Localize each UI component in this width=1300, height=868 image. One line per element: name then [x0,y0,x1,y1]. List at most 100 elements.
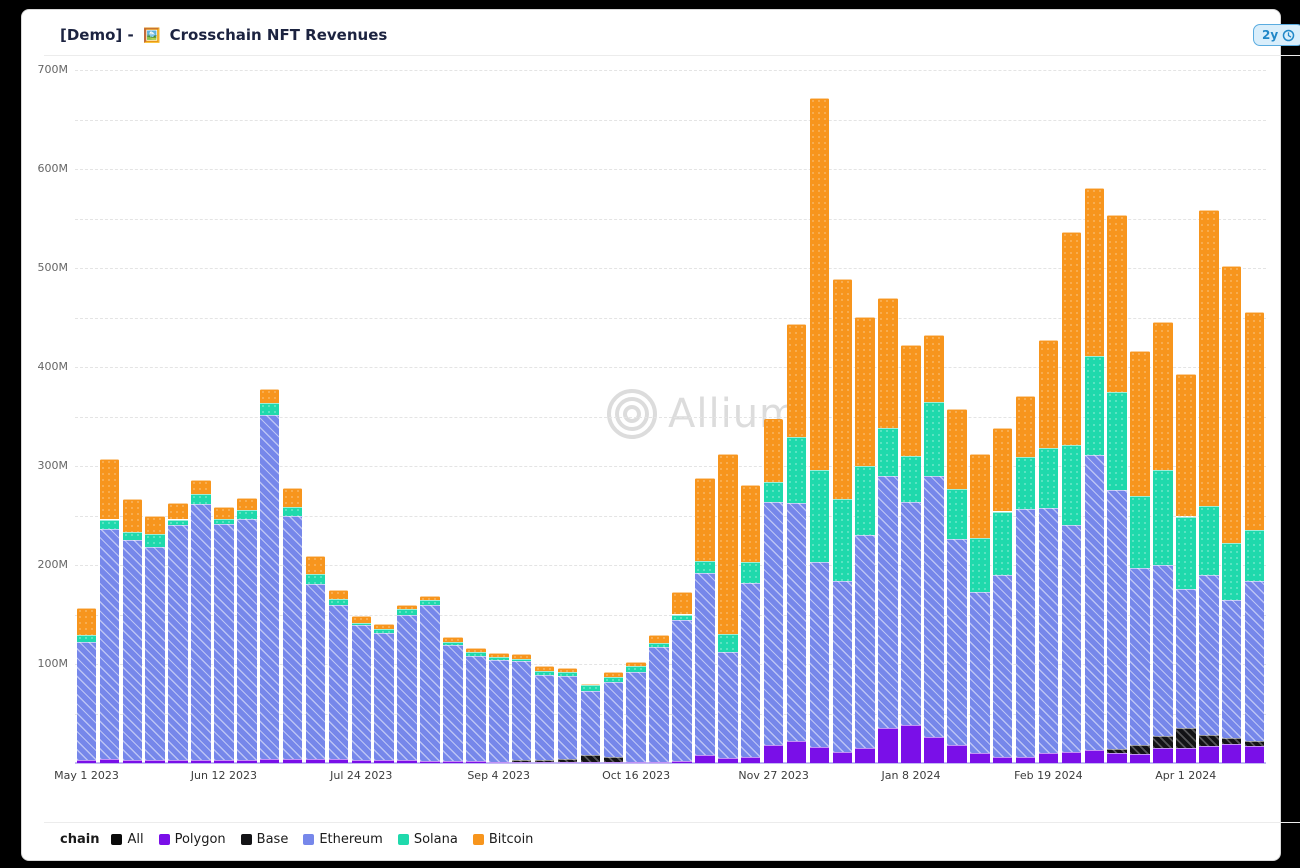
bar-segment-bitcoin[interactable] [603,671,623,677]
bar-week[interactable] [1153,322,1173,763]
bar-segment-solana[interactable] [763,481,784,502]
bar-segment-ethereum[interactable] [786,502,807,742]
bar-segment-bitcoin[interactable] [1176,373,1196,517]
bar-segment-solana[interactable] [1199,505,1219,575]
bar-segment-bitcoin[interactable] [191,479,211,494]
bar-segment-ethereum[interactable] [901,501,921,726]
bar-segment-polygon[interactable] [374,759,394,763]
bar-segment-base[interactable] [1153,736,1173,749]
bar-week[interactable] [970,454,990,763]
bar-week[interactable] [214,506,234,763]
legend-item-base[interactable]: Base [240,832,288,847]
bar-segment-ethereum[interactable] [374,633,394,760]
bar-segment-ethereum[interactable] [214,524,234,760]
bar-segment-solana[interactable] [534,670,555,675]
bar-segment-ethereum[interactable] [855,535,875,749]
bar-week[interactable] [603,671,623,763]
bar-segment-ethereum[interactable] [1061,525,1082,753]
bar-week[interactable] [168,502,188,763]
bar-segment-bitcoin[interactable] [878,297,898,429]
bar-segment-solana[interactable] [305,573,326,584]
bar-week[interactable] [282,487,303,763]
bar-segment-solana[interactable] [351,623,371,626]
bar-segment-ethereum[interactable] [626,671,646,762]
bar-segment-solana[interactable] [718,634,738,653]
bar-week[interactable] [1061,232,1082,763]
bar-segment-bitcoin[interactable] [832,278,852,499]
bar-segment-solana[interactable] [1107,391,1127,490]
bar-segment-bitcoin[interactable] [924,335,944,402]
bar-segment-bitcoin[interactable] [1244,311,1265,531]
bar-segment-polygon[interactable] [351,760,371,763]
bar-segment-bitcoin[interactable] [626,662,646,666]
bar-segment-solana[interactable] [740,562,761,583]
bar-segment-ethereum[interactable] [168,525,188,760]
bar-segment-bitcoin[interactable] [122,498,142,533]
bar-segment-ethereum[interactable] [99,529,120,759]
bar-segment-bitcoin[interactable] [1107,214,1127,392]
bar-segment-bitcoin[interactable] [1153,322,1173,470]
bar-week[interactable] [878,297,898,763]
bar-segment-bitcoin[interactable] [489,653,509,658]
bar-week[interactable] [1015,395,1036,763]
bar-segment-base[interactable] [1221,738,1242,745]
bar-week[interactable] [397,604,417,763]
bar-week[interactable] [99,459,120,763]
bar-segment-polygon[interactable] [809,747,830,763]
bar-segment-polygon[interactable] [1038,753,1059,763]
bar-segment-ethereum[interactable] [557,675,578,759]
bar-week[interactable] [76,607,97,763]
bar-segment-ethereum[interactable] [76,642,97,760]
bar-segment-polygon[interactable] [1153,748,1173,763]
bar-segment-solana[interactable] [420,599,440,605]
bar-segment-solana[interactable] [259,402,280,416]
bar-segment-ethereum[interactable] [534,674,555,760]
bar-segment-bitcoin[interactable] [305,556,326,574]
bar-segment-polygon[interactable] [1176,748,1196,763]
bar-segment-ethereum[interactable] [878,476,898,729]
bar-segment-base[interactable] [603,756,623,762]
bar-segment-polygon[interactable] [1221,744,1242,763]
bar-segment-ethereum[interactable] [443,645,463,761]
bar-segment-ethereum[interactable] [259,415,280,759]
bar-segment-bitcoin[interactable] [76,607,97,636]
legend-item-polygon[interactable]: Polygon [158,832,226,847]
bar-segment-ethereum[interactable] [695,572,715,756]
bar-segment-ethereum[interactable] [305,583,326,759]
bar-segment-solana[interactable] [489,656,509,660]
bar-segment-solana[interactable] [1153,469,1173,565]
bar-segment-polygon[interactable] [534,762,555,763]
bar-segment-bitcoin[interactable] [443,637,463,643]
bar-segment-bitcoin[interactable] [1015,395,1036,458]
bar-segment-ethereum[interactable] [511,660,532,760]
bar-segment-polygon[interactable] [145,760,165,763]
bar-segment-solana[interactable] [397,608,417,616]
bar-segment-polygon[interactable] [878,728,898,763]
bar-week[interactable] [809,97,830,763]
bar-segment-base[interactable] [534,760,555,762]
bar-week[interactable] [1038,340,1059,763]
bar-segment-solana[interactable] [786,437,807,503]
bar-segment-base[interactable] [557,759,578,762]
bar-segment-solana[interactable] [1061,445,1082,526]
bar-week[interactable] [1176,373,1196,763]
bar-segment-bitcoin[interactable] [718,454,738,635]
bar-segment-ethereum[interactable] [924,475,944,738]
bar-segment-polygon[interactable] [763,745,784,763]
bar-week[interactable] [786,324,807,763]
bar-segment-solana[interactable] [970,538,990,592]
bar-segment-ethereum[interactable] [145,547,165,760]
legend-item-all[interactable]: All [111,832,144,847]
bar-week[interactable] [1107,214,1127,763]
bar-segment-ethereum[interactable] [420,604,440,761]
bar-segment-bitcoin[interactable] [1130,351,1150,496]
bar-week[interactable] [1199,209,1219,763]
bar-segment-bitcoin[interactable] [855,316,875,466]
bar-week[interactable] [626,662,646,763]
bar-segment-ethereum[interactable] [649,647,669,762]
bar-segment-solana[interactable] [1038,448,1059,508]
bar-segment-polygon[interactable] [901,725,921,763]
bar-segment-bitcoin[interactable] [259,388,280,403]
bar-week[interactable] [237,497,257,763]
bar-segment-solana[interactable] [282,506,303,517]
